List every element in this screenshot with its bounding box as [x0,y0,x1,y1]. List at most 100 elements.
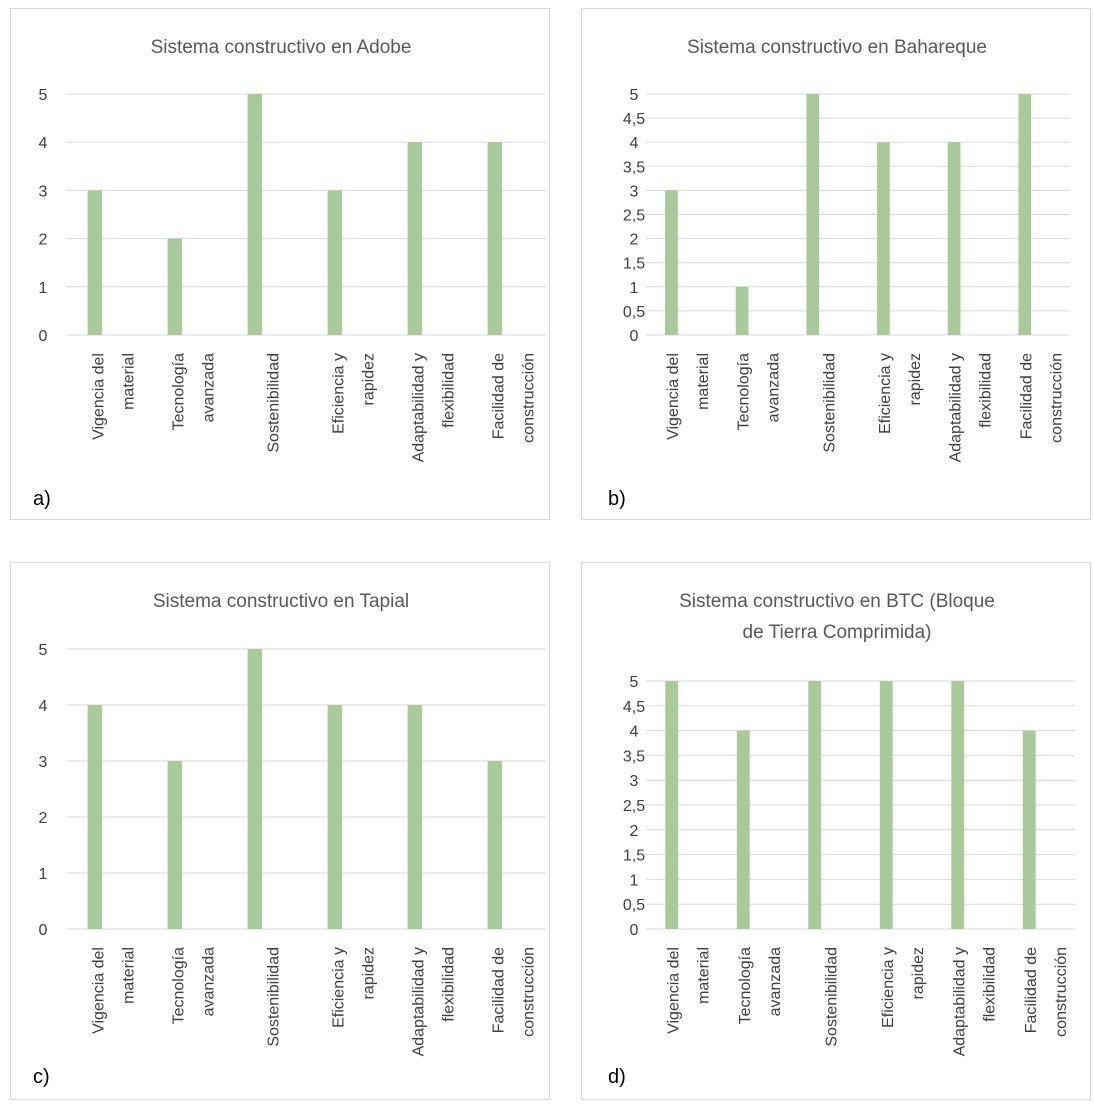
y-tick-label: 2 [39,232,48,249]
x-category-label-line: Vigencia del [90,947,107,1034]
x-category-label-line: avanzada [200,947,217,1016]
bar-5 [407,705,422,929]
chart-title: Sistema constructivo en Tapial [153,591,409,612]
x-category-label-line: Tecnología [170,353,187,430]
x-category-label-line: rapidez [910,947,927,999]
y-tick-label: 5 [630,87,639,104]
x-category-label-line: Facilidad de [490,353,507,439]
x-category-label-line: Vigencia del [665,353,682,440]
x-category-label: Eficiencia y rapidez [330,353,377,434]
x-category-label: Eficiencia y rapidez [880,947,927,1028]
x-category-label-line: Sostenibilidad [265,353,282,453]
x-category-label: Vigencia del material [665,947,712,1034]
x-category-label-line: Tecnología [737,947,754,1024]
x-category-label-line: rapidez [360,353,377,405]
y-tick-label: 0,5 [623,897,645,914]
bar-6 [1022,730,1036,929]
x-category-label: Sostenibilidad [265,947,282,1047]
y-tick-label: 0 [39,922,48,939]
x-category-label-line: Tecnología [170,947,187,1024]
y-tick-label: 1,5 [623,256,645,273]
panel-label-adobe: a) [33,488,51,510]
bar-4 [327,705,342,929]
chart-title: Sistema constructivo en Bahareque [687,37,987,58]
x-category-label: Tecnología avanzada [170,353,217,430]
x-category-label-line: Eficiencia y [880,947,897,1028]
x-category-label-line: flexibilidad [440,947,457,1022]
x-category-label-line: Eficiencia y [330,947,347,1028]
bar-1 [665,190,678,335]
bar-5 [407,142,422,335]
bar-3 [806,94,820,335]
x-category-label: Facilidad de construcción [490,947,537,1037]
bar-1 [665,681,679,929]
y-tick-label: 3 [39,183,48,200]
x-category-label-line: Eficiencia y [877,353,894,434]
y-tick-label: 1 [630,280,639,297]
x-category-label: Vigencia del material [90,947,137,1034]
y-tick-label: 1 [39,280,48,297]
x-category-label-line: construcción [1048,353,1065,443]
x-category-label: Facilidad de construcción [1023,947,1070,1037]
bar-2 [736,730,750,929]
x-category-label-line: Adaptabilidad y [948,353,965,462]
chart-title: Sistema constructivo en Adobe [151,37,412,58]
y-tick-label: 3,5 [623,748,645,765]
y-tick-label: 2 [630,232,639,249]
x-category-label: Vigencia del material [90,353,137,440]
bar-2 [735,286,749,335]
chart-title-line-1: Sistema constructivo en BTC (Bloque [679,591,995,612]
x-category-label-line: Vigencia del [665,947,682,1034]
x-category-label-line: Sostenibilidad [823,947,840,1047]
y-tick-label: 3 [630,183,639,200]
y-tick-label: 0,5 [623,304,645,321]
y-tick-label: 4 [39,698,48,715]
x-category-label-line: rapidez [360,947,377,999]
bar-3 [247,649,262,929]
bar-1 [87,705,102,929]
chart-panel-adobe: Sistema constructivo en Adobe 0 1 2 3 4 5 Vigen… [10,8,550,520]
y-tick-label: 3 [39,754,48,771]
x-category-label-line: Facilidad de [1023,947,1040,1033]
y-tick-label: 4 [39,135,48,152]
x-category-label-line: avanzada [767,947,784,1016]
bar-4 [877,142,890,335]
y-tick-label: 2 [39,810,48,827]
y-tick-label: 5 [630,674,639,691]
x-category-label-line: avanzada [200,353,217,422]
x-category-label: Sostenibilidad [823,947,840,1047]
panel-label-btc: d) [608,1066,626,1088]
bar-2 [167,761,182,929]
chart-panel-tapial: Sistema constructivo en Tapial 0 1 2 3 4 5 Vige… [10,562,550,1100]
x-category-label-line: Sostenibilidad [265,947,282,1047]
chart-panel-btc: Sistema constructivo en BTC (Bloque de Ti… [581,562,1091,1100]
y-tick-label: 4 [630,135,639,152]
x-category-label-line: Eficiencia y [330,353,347,434]
x-category-label-line: Facilidad de [490,947,507,1033]
bar-4 [879,681,893,929]
y-tick-label: 0 [630,922,639,939]
x-category-label: Eficiencia y rapidez [877,353,924,434]
x-category-label: Adaptabilidad y flexibilidad [948,353,995,462]
chart-title-line-2: de Tierra Comprimida) [743,622,932,643]
y-tick-label: 2,5 [623,798,645,815]
chart-panel-bahareque: Sistema constructivo en Bahareque 0 0,5 1 1,… [581,8,1091,520]
x-category-label: Sostenibilidad [821,353,838,453]
x-category-label-line: material [695,947,712,1004]
x-category-label: Adaptabilidad y flexibilidad [410,947,457,1056]
x-category-label-line: material [120,947,137,1004]
x-category-label: Adaptabilidad y flexibilidad [951,947,998,1056]
bar-6 [1018,94,1032,335]
x-category-label-line: Adaptabilidad y [410,947,427,1056]
x-category-label-line: avanzada [766,353,783,422]
x-category-label-line: construcción [520,353,537,443]
bar-6 [487,761,502,929]
bar-6 [487,142,502,335]
y-tick-label: 0 [39,328,48,345]
bar-1 [87,190,102,335]
y-tick-label: 2,5 [623,208,645,225]
x-category-label-line: rapidez [907,353,924,405]
x-category-label-line: Adaptabilidad y [951,947,968,1056]
x-category-label-line: construcción [1053,947,1070,1037]
x-category-label-line: material [120,353,137,410]
